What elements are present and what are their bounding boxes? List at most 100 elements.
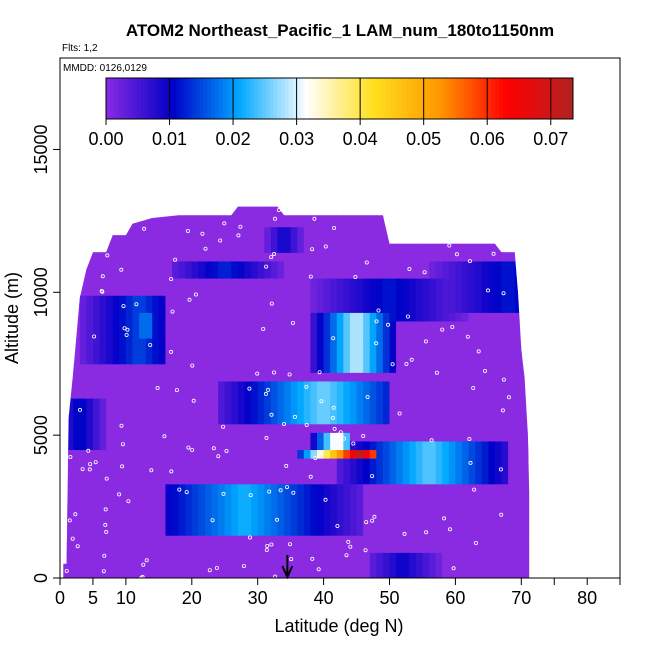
heatmap-cell [481,500,489,511]
heatmap-cell [66,252,74,262]
heatmap-cell [527,312,530,322]
heatmap-cell [343,509,351,519]
heatmap-cell [270,389,279,399]
heatmap-cell [409,560,417,571]
heatmap-cell [211,492,219,502]
heatmap-cell [264,372,272,382]
heatmap-cell [461,398,470,408]
heatmap-cell [435,500,443,511]
heatmap-cell [79,226,87,236]
heatmap-cell [198,526,206,536]
heatmap-cell [409,535,417,545]
heatmap-cell [152,552,160,562]
heatmap-cell [409,466,417,476]
heatmap-cell [132,346,140,356]
heatmap-cell [435,440,443,451]
heatmap-cell [396,243,404,253]
heatmap-cell [191,518,199,528]
heatmap-cell [119,286,127,296]
colorbar-segment [160,78,165,119]
heatmap-cell [461,475,470,485]
heatmap-cell [317,346,325,356]
heatmap-cell [257,252,265,262]
heatmap-cell [172,475,180,485]
heatmap-cell [422,415,430,425]
heatmap-cell [264,475,272,485]
heatmap-cell [521,252,529,262]
heatmap-cell [211,269,219,279]
heatmap-cell [106,252,114,262]
heatmap-cell [86,260,94,271]
heatmap-cell [369,269,377,279]
heatmap-cell [92,543,101,553]
heatmap-cell [66,466,74,476]
heatmap-cell [264,560,272,571]
heatmap-cell [415,500,424,511]
heatmap-cell [244,466,252,476]
heatmap-cell [211,475,219,485]
heatmap-cell [527,543,530,553]
heatmap-cell [185,560,193,571]
heatmap-cell [389,432,397,442]
heatmap-cell [152,569,160,578]
heatmap-cell [86,380,94,391]
heatmap-cell [152,209,160,219]
heatmap-cell [336,338,344,348]
heatmap-cell [475,338,483,348]
heatmap-cell [501,398,509,408]
heatmap-cell [475,218,483,228]
heatmap-cell [323,355,331,365]
heatmap-cell [231,415,239,425]
heatmap-cell [481,346,489,356]
heatmap-cell [139,260,147,271]
sample-point [75,544,80,549]
heatmap-cell [442,278,450,288]
heatmap-cell [132,475,140,485]
heatmap-cell [270,432,279,442]
heatmap-cell [63,526,68,536]
heatmap-cell [178,269,186,279]
heatmap-cell [415,440,424,451]
heatmap-cell [191,278,199,288]
heatmap-cell [257,243,265,253]
heatmap-cell [508,206,516,211]
heatmap-cell [323,346,331,356]
heatmap-cell [508,286,516,296]
heatmap-cell [277,535,285,545]
heatmap-cell [317,518,325,528]
sample-point [177,487,182,492]
heatmap-cell [402,432,410,442]
heatmap-cell [389,569,397,578]
heatmap-cell [224,423,232,433]
heatmap-cell [152,329,160,339]
colorbar-segment [491,78,496,119]
heatmap-cell [429,363,437,373]
heatmap-cell [415,423,424,433]
heatmap-cell [145,440,153,451]
colorbar-segment [187,78,193,119]
heatmap-cell [99,475,107,485]
sample-point [174,388,179,393]
heatmap-cell [336,423,344,433]
heatmap-cell [290,303,298,313]
heatmap-cell [349,423,358,433]
heatmap-cell [461,483,470,493]
heatmap-cell [494,552,503,562]
heatmap-cell [106,338,114,348]
heatmap-cell [349,380,358,391]
heatmap-cell [429,329,437,339]
heatmap-cell [402,500,410,511]
heatmap-cell [86,303,94,313]
heatmap-cell [211,526,219,536]
heatmap-cell [310,423,318,433]
heatmap-cell [79,552,87,562]
heatmap-cell [290,552,298,562]
heatmap-cell [63,312,68,322]
heatmap-cell [244,252,252,262]
sample-point [468,460,473,465]
heatmap-cell [481,252,489,262]
heatmap-cell [231,526,239,536]
heatmap-cell [521,518,529,528]
heatmap-cell [119,312,127,322]
